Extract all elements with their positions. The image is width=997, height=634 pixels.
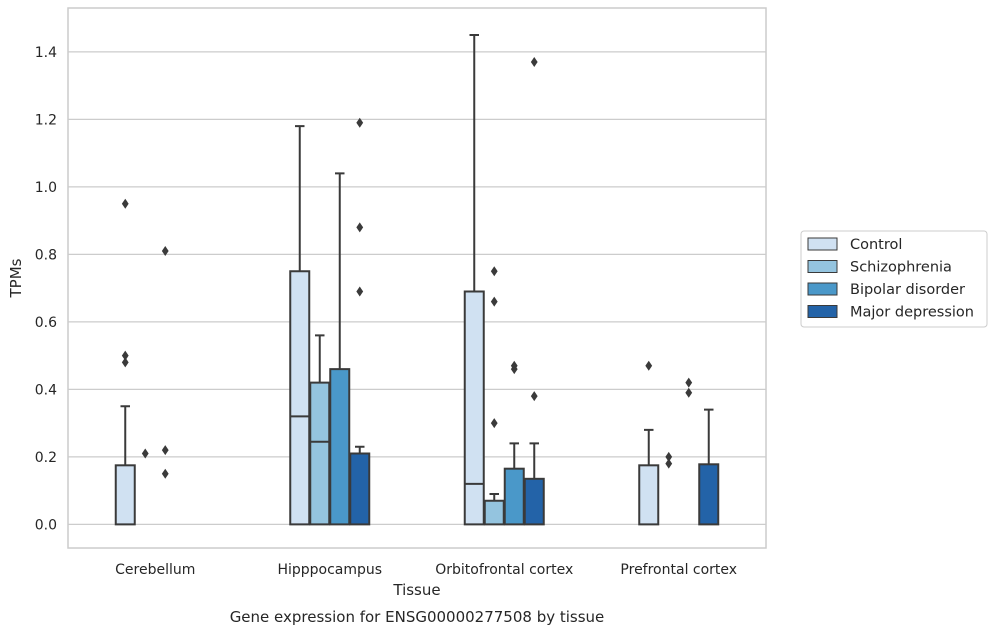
y-tick-label: 1.0 [35,180,57,196]
outlier-point [490,266,498,277]
y-axis: 0.0 0.2 0.4 0.6 0.8 1.0 1.2 1.4 [35,45,57,534]
outlier-point [665,451,673,462]
legend-label: Schizophrenia [850,260,952,276]
y-tick-label: 0.0 [35,517,57,533]
y-tick-label: 1.2 [35,112,57,128]
box [289,125,311,526]
box [483,493,505,526]
outlier-point [161,445,169,456]
box-body [698,463,720,526]
box-body [289,270,311,526]
outlier-point [121,198,129,209]
outlier-point [685,377,693,388]
outlier-point [356,222,364,233]
outlier-point [356,286,364,297]
legend-frame [800,230,988,328]
box [503,442,525,526]
outliers [121,57,693,479]
outlier-point [490,296,498,307]
box [309,334,331,526]
outlier-point [530,391,538,402]
box-body [503,467,525,526]
x-axis: Cerebellum Hipppocampus Orbitofrontal cort… [115,562,737,578]
box [523,442,545,526]
y-tick-label: 0.2 [35,450,57,466]
outlier-point [685,387,693,398]
box [114,405,136,526]
figure-caption: Gene expression for ENSG00000277508 by t… [230,608,605,626]
legend-label: Bipolar disorder [850,282,965,298]
outlier-point [121,350,129,361]
legend-swatch [807,305,838,318]
boxes [114,34,720,526]
box [698,408,720,526]
legend-swatch [807,282,838,296]
box-body [638,464,660,526]
outlier-point [121,357,129,368]
y-tick-label: 0.8 [35,247,57,263]
legend-label: Control [850,237,902,253]
outlier-point [490,418,498,429]
legend-entries: Control Schizophrenia Bipolar disorder Majo… [807,237,974,321]
outlier-point [161,468,169,479]
box-body [309,381,331,526]
box-body [523,477,545,526]
box [463,34,485,526]
outlier-point [665,458,673,469]
box [349,445,371,526]
y-axis-label: TPMs [7,258,25,298]
box-body [349,452,371,526]
y-tick-label: 1.4 [35,45,57,61]
box [329,172,351,526]
legend-swatch [807,260,838,273]
plot-area-frame [67,7,767,549]
gridlines [68,51,766,526]
box [638,428,660,526]
y-tick-label: 0.6 [35,315,57,331]
legend-label: Major depression [850,305,974,321]
legend-swatch [807,237,838,251]
box-body [329,368,351,526]
outlier-point [530,57,538,67]
x-tick-label: Orbitofrontal cortex [435,562,573,578]
x-tick-label: Cerebellum [115,562,195,578]
outlier-point [141,448,149,459]
box-body [114,464,136,526]
x-tick-label: Hipppocampus [277,562,382,578]
outlier-point [510,364,518,375]
outlier-point [645,360,653,371]
outlier-point [356,117,364,128]
x-tick-label: Prefrontal cortex [620,562,737,578]
outlier-point [161,246,169,256]
y-tick-label: 0.4 [35,382,57,398]
box-body [463,290,485,526]
x-axis-label: Tissue [392,581,440,599]
box-body [483,499,505,526]
legend: Control Schizophrenia Bipolar disorder Majo… [800,230,988,328]
